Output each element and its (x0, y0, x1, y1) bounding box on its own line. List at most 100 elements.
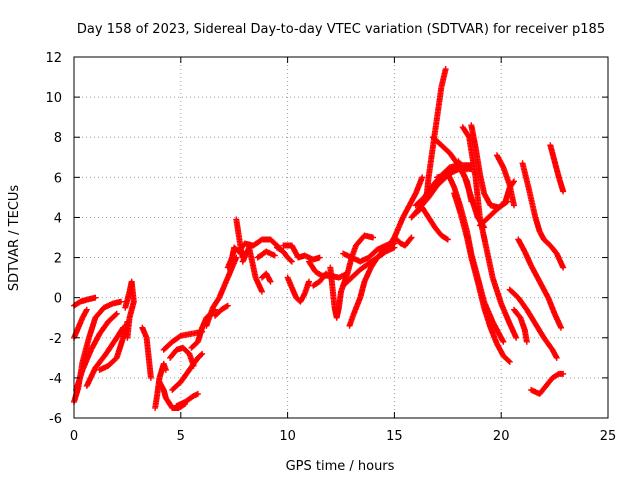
series-track-20 (239, 244, 265, 295)
data-point (498, 302, 513, 327)
x-tick-label: 0 (70, 429, 78, 444)
data-point (85, 294, 99, 303)
data-point (341, 274, 355, 288)
data-point (195, 324, 206, 344)
series-track-47 (511, 306, 530, 345)
data-point (311, 278, 323, 288)
data-point (402, 234, 415, 248)
data-point (461, 164, 475, 173)
chart-title: Day 158 of 2023, Sidereal Day-to-day VTE… (77, 22, 605, 37)
series-track-52 (528, 370, 567, 397)
data-point (145, 356, 154, 381)
data-point (477, 171, 488, 197)
data-point (532, 215, 543, 235)
data-point (275, 245, 287, 255)
data-point (521, 328, 530, 345)
series-track-41 (451, 190, 513, 365)
data-point (351, 294, 364, 316)
data-point (311, 254, 323, 263)
data-point (494, 342, 507, 359)
data-point (362, 264, 374, 284)
data-point (400, 202, 413, 220)
data-point (425, 144, 436, 179)
data-point (75, 314, 86, 330)
data-point (281, 242, 295, 249)
data-point (79, 334, 92, 364)
data-point (187, 354, 201, 372)
series-track-46 (493, 152, 518, 209)
series-track-50 (519, 160, 567, 271)
data-series (71, 66, 567, 411)
data-point (462, 175, 475, 201)
data-point (349, 266, 364, 280)
data-point (550, 348, 560, 361)
data-point (110, 298, 124, 307)
data-point (533, 322, 547, 341)
data-point (466, 135, 479, 181)
data-point (496, 332, 507, 345)
series-track-05 (83, 324, 127, 389)
data-point (260, 236, 274, 243)
data-point (434, 84, 445, 119)
series-track-51 (547, 142, 567, 195)
series-track-42 (459, 124, 520, 341)
data-point (379, 244, 391, 256)
data-point (161, 338, 176, 352)
y-axis-label: SDTVAR / TECUs (7, 185, 22, 292)
data-point (396, 214, 406, 230)
data-point (547, 143, 558, 165)
data-point (490, 276, 505, 307)
series-track-36 (412, 204, 451, 243)
data-point (306, 259, 319, 275)
data-point (114, 334, 127, 360)
y-tick-label: 4 (54, 211, 62, 226)
data-point (541, 237, 554, 249)
data-point (507, 287, 522, 301)
y-tick-label: 0 (54, 292, 62, 307)
data-point (73, 366, 86, 392)
data-point (281, 249, 291, 261)
data-point (490, 320, 503, 337)
data-point (285, 255, 295, 265)
x-tick-label: 15 (386, 429, 403, 444)
data-point (451, 191, 464, 217)
data-point (124, 316, 133, 341)
data-point (289, 286, 300, 301)
data-point (468, 123, 479, 151)
x-tick-label: 5 (177, 429, 185, 444)
series-track-06 (96, 318, 131, 373)
series-track-23 (273, 244, 295, 265)
data-point (445, 171, 458, 191)
y-tick-label: 2 (54, 252, 62, 267)
data-point (366, 254, 381, 266)
y-tick-label: -2 (49, 332, 62, 347)
data-point (545, 296, 558, 317)
data-point (439, 143, 453, 157)
series-track-48 (515, 236, 565, 331)
data-point (192, 390, 201, 399)
y-tick-label: 8 (54, 131, 62, 146)
data-point (88, 330, 103, 352)
series-track-24 (280, 242, 323, 263)
data-point (253, 276, 265, 295)
series-track-13 (169, 350, 206, 393)
data-point (97, 318, 112, 336)
data-point (507, 322, 520, 341)
series-track-22 (258, 270, 274, 285)
data-point (468, 256, 481, 285)
data-point (432, 225, 445, 239)
series-track-04 (73, 310, 120, 393)
data-point (357, 278, 368, 300)
data-point (195, 350, 206, 360)
data-point (522, 249, 535, 269)
data-point (263, 271, 274, 285)
y-tick-label: -6 (49, 412, 62, 427)
data-point (419, 205, 432, 221)
data-point (430, 135, 445, 149)
y-tick-label: 10 (45, 91, 62, 106)
data-point (537, 279, 552, 301)
y-tick-label: 12 (45, 51, 62, 66)
data-point (161, 388, 169, 401)
